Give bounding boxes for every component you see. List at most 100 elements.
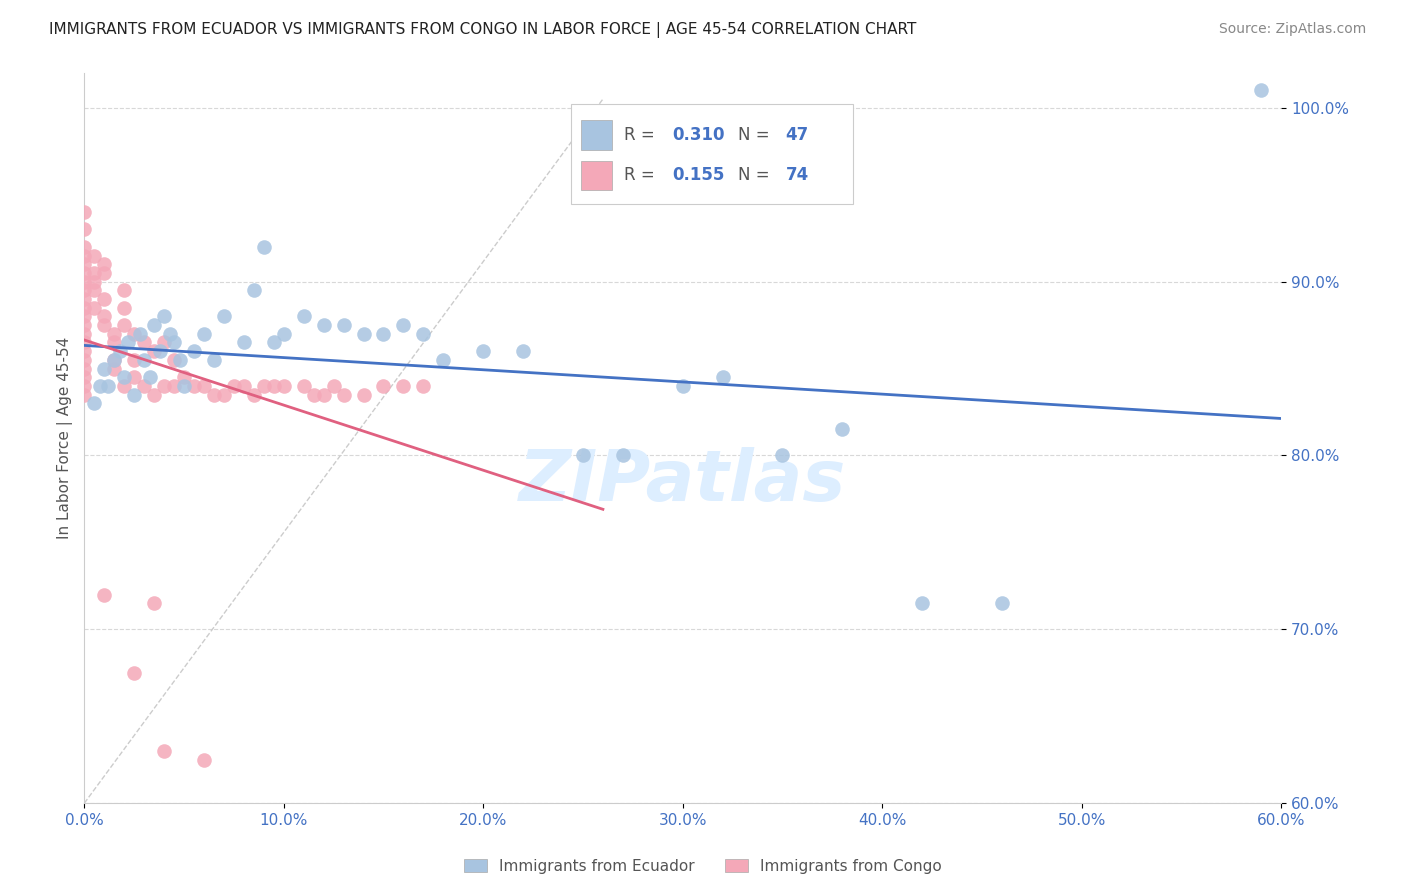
Point (103, 352, 125, 367)
Point (73, 335, 96, 350)
Point (129, 326, 152, 341)
Point (472, 344, 495, 359)
Point (232, 379, 254, 393)
Point (73, 292, 96, 306)
Point (243, 387, 266, 401)
Point (412, 326, 434, 341)
Point (169, 352, 191, 367)
Point (73, 344, 96, 359)
Point (103, 335, 125, 350)
Point (153, 744, 176, 758)
Point (163, 379, 186, 393)
Point (112, 301, 135, 315)
Text: R =: R = (624, 126, 659, 144)
Y-axis label: In Labor Force | Age 45-54: In Labor Force | Age 45-54 (58, 337, 73, 540)
Text: R =: R = (624, 166, 659, 185)
Point (122, 665, 145, 680)
Text: IMMIGRANTS FROM ECUADOR VS IMMIGRANTS FROM CONGO IN LABOR FORCE | AGE 45-54 CORR: IMMIGRANTS FROM ECUADOR VS IMMIGRANTS FR… (49, 22, 917, 38)
Point (153, 379, 176, 393)
Point (392, 318, 415, 332)
Point (153, 335, 176, 350)
Text: N =: N = (738, 166, 775, 185)
Point (222, 379, 245, 393)
Point (163, 335, 186, 350)
Point (312, 387, 335, 401)
Point (143, 596, 166, 610)
Point (273, 326, 295, 341)
Point (73, 370, 96, 384)
Point (103, 352, 125, 367)
Point (73, 310, 96, 324)
Point (134, 352, 156, 367)
Point (1250, 83, 1272, 97)
Point (83, 248, 105, 262)
Point (183, 344, 205, 359)
Point (373, 379, 395, 393)
Point (232, 335, 254, 350)
Point (770, 449, 793, 463)
Text: 47: 47 (786, 126, 808, 144)
Point (392, 379, 415, 393)
Point (243, 283, 266, 297)
Point (122, 326, 145, 341)
Point (73, 318, 96, 332)
Point (122, 387, 145, 401)
Point (73, 379, 96, 393)
Point (143, 344, 166, 359)
Point (83, 266, 105, 280)
Text: 0.155: 0.155 (672, 166, 724, 185)
Point (93, 292, 115, 306)
Legend: Immigrants from Ecuador, Immigrants from Congo: Immigrants from Ecuador, Immigrants from… (458, 853, 948, 880)
Text: Source: ZipAtlas.com: Source: ZipAtlas.com (1219, 22, 1367, 37)
Point (134, 335, 156, 350)
Point (93, 318, 115, 332)
Point (73, 240, 96, 254)
Point (73, 257, 96, 271)
Point (193, 379, 215, 393)
Point (73, 275, 96, 289)
Point (163, 352, 186, 367)
Point (108, 344, 131, 359)
Point (612, 449, 634, 463)
Point (122, 370, 145, 384)
Point (432, 352, 454, 367)
Point (831, 422, 853, 436)
Point (112, 370, 135, 384)
Point (149, 344, 172, 359)
Point (134, 379, 156, 393)
Point (263, 335, 285, 350)
Point (273, 379, 295, 393)
Point (911, 596, 934, 610)
Point (83, 301, 105, 315)
Point (73, 326, 96, 341)
Point (173, 379, 195, 393)
Point (193, 753, 215, 767)
Point (139, 370, 162, 384)
Point (112, 318, 135, 332)
Point (73, 248, 96, 262)
Point (89, 379, 111, 393)
Point (322, 379, 344, 393)
Point (83, 396, 105, 410)
Point (332, 387, 354, 401)
Point (93, 361, 115, 376)
Point (512, 344, 534, 359)
Point (412, 379, 434, 393)
Bar (581, 161, 612, 190)
Text: 0.310: 0.310 (672, 126, 724, 144)
Point (73, 301, 96, 315)
Point (83, 275, 105, 289)
Point (373, 326, 395, 341)
Point (143, 318, 166, 332)
Point (112, 379, 135, 393)
Point (253, 240, 276, 254)
Point (97, 379, 120, 393)
Point (212, 387, 235, 401)
Point (711, 370, 734, 384)
Point (353, 387, 375, 401)
Point (117, 335, 139, 350)
Point (112, 283, 135, 297)
Text: N =: N = (738, 126, 775, 144)
Point (73, 387, 96, 401)
Point (83, 283, 105, 297)
